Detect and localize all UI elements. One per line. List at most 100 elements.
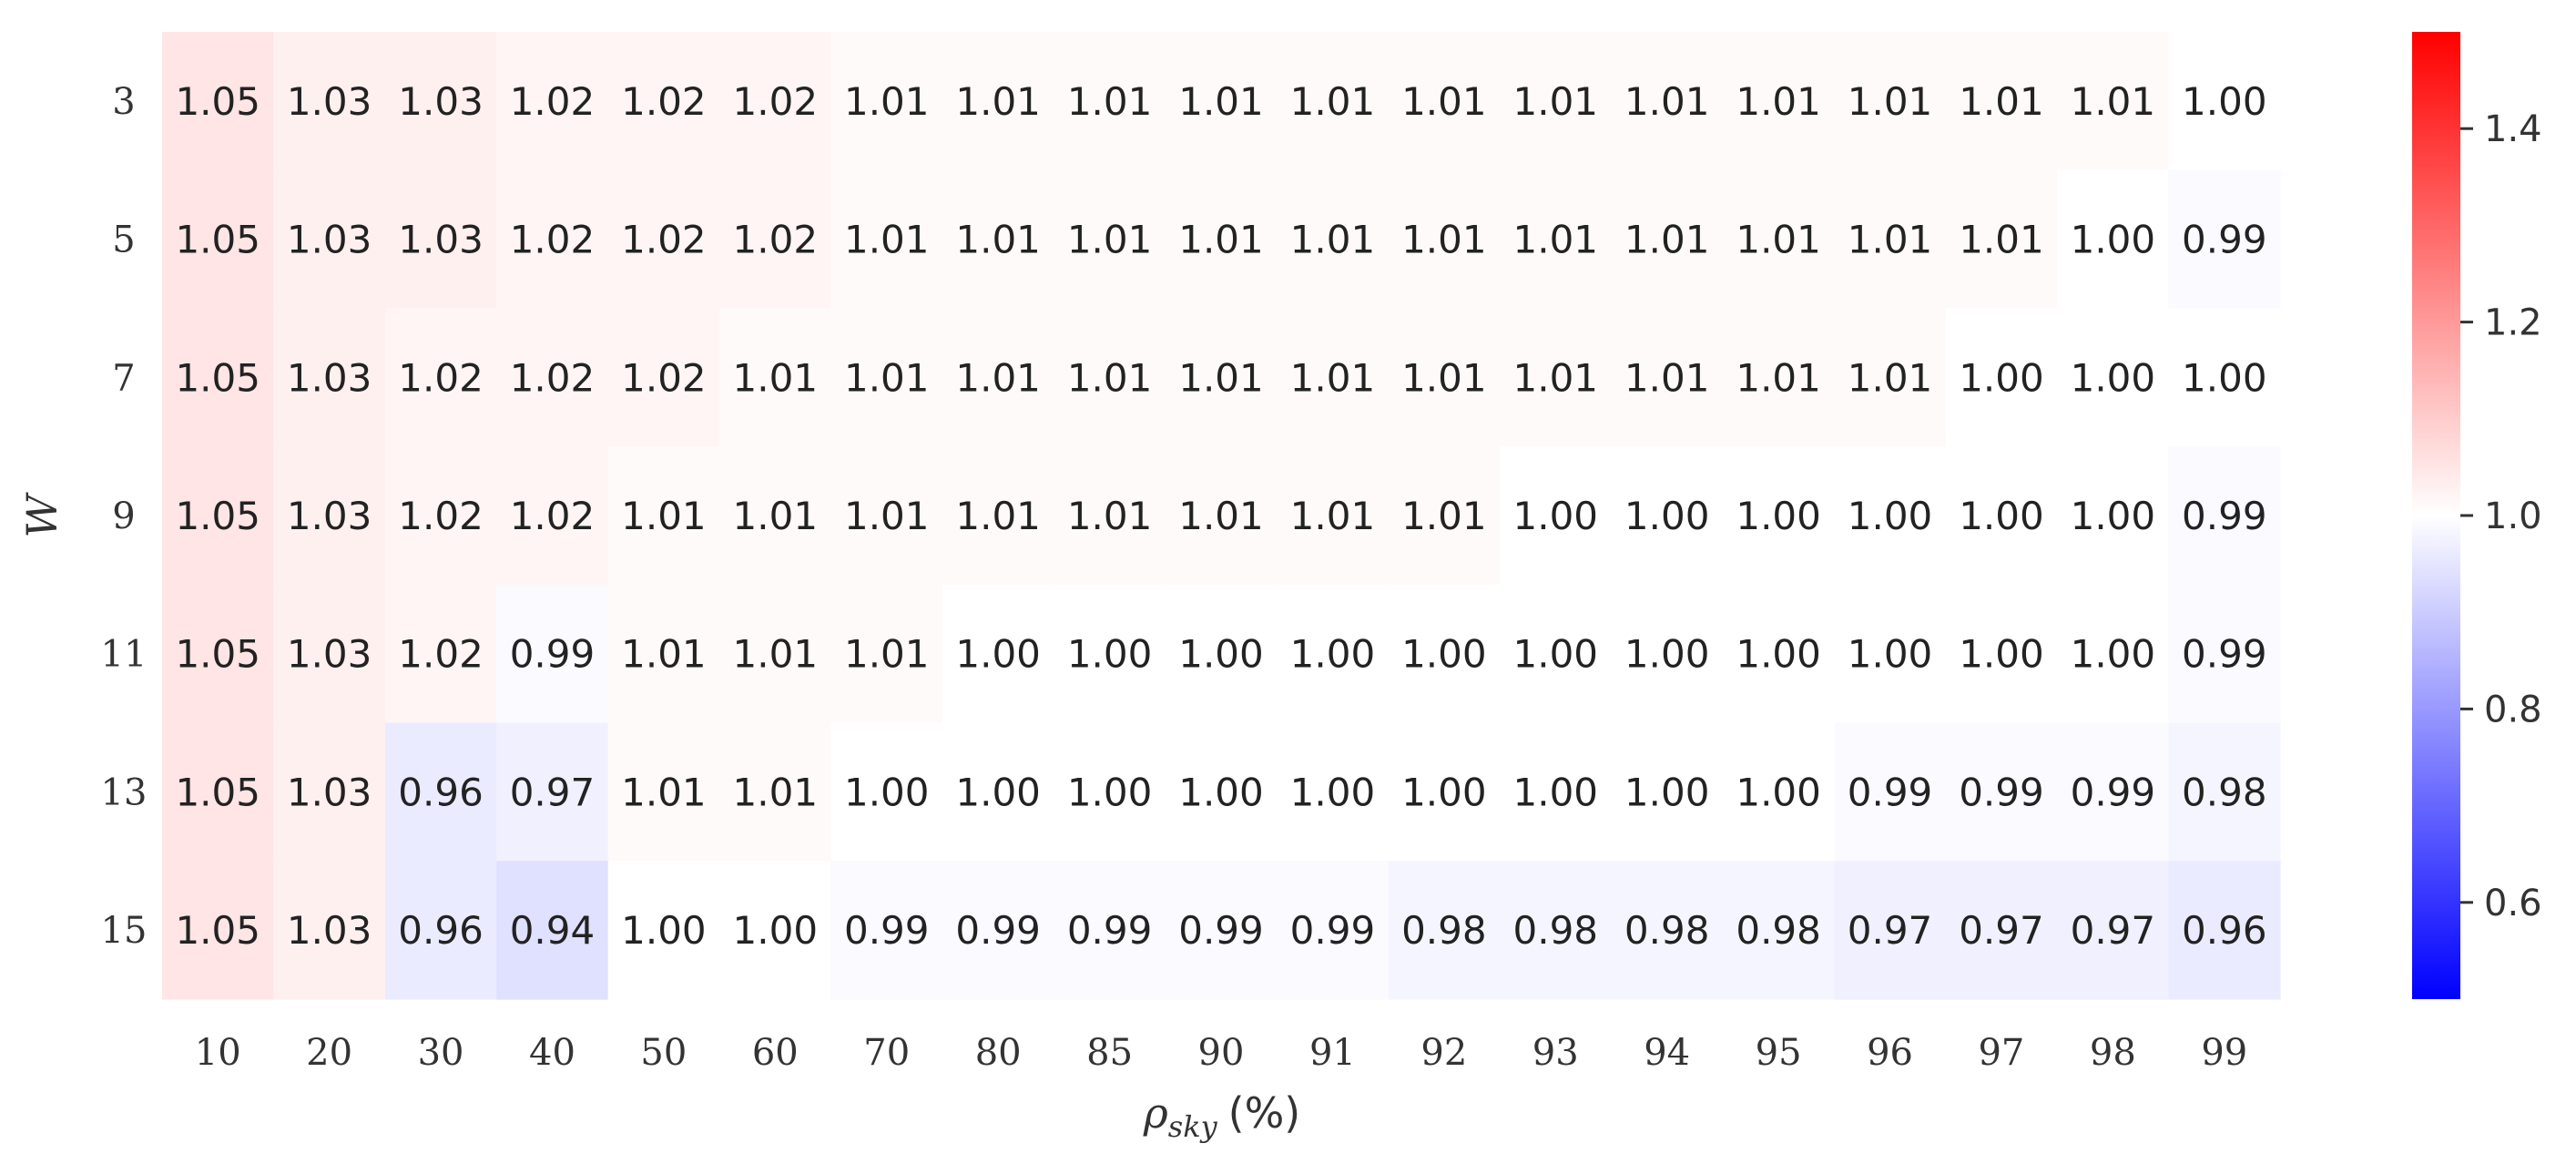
heatmap-cell [496,308,609,447]
x-tick-label: 98 [2090,1032,2136,1074]
heatmap-cell [1945,861,2058,1000]
heatmap-cell [1611,32,1724,171]
cell-value-label: 1.01 [1624,355,1710,400]
x-axis-label-symbol: ρ [1143,1088,1168,1138]
heatmap-cell [1722,446,1835,586]
heatmap-cell [830,584,943,724]
cell-value-label: 1.01 [621,770,707,814]
heatmap-cell [719,32,832,171]
cell-value-label: 1.05 [175,355,260,400]
cell-value-label: 1.01 [621,632,707,677]
heatmap-cell [2057,446,2170,586]
cell-value-label: 1.00 [1624,494,1710,538]
heatmap-cell [1611,722,1724,862]
cell-value-label: 1.00 [621,908,707,953]
cell-value-label: 1.01 [1290,79,1376,124]
colorbar-tick-label: 1.2 [2484,302,2542,344]
heatmap-cell [2057,584,2170,724]
cell-value-label: 1.01 [844,218,930,262]
y-tick-label: 9 [112,495,135,537]
cell-value-label: 1.01 [1959,79,2044,124]
heatmap-cell [496,861,609,1000]
heatmap-cell [384,32,497,171]
cell-value-label: 1.01 [1401,494,1487,538]
cell-value-label: 0.98 [1624,908,1710,953]
heatmap-cell [496,584,609,724]
cell-value-label: 1.00 [1178,632,1264,677]
heatmap-cell [273,308,386,447]
heatmap-cell [162,861,275,1000]
heatmap-cell [1722,32,1835,171]
cell-value-label: 1.01 [1401,355,1487,400]
heatmap-cell [273,584,386,724]
colorbar-ticks: 0.6 0.8 1.0 1.2 1.4 [2460,108,2542,924]
heatmap-cell [942,169,1054,310]
cell-value-label: 1.00 [1513,632,1599,677]
heatmap-cell [1054,584,1166,724]
cell-value-label: 0.98 [1513,908,1599,953]
heatmap-cell [1722,169,1835,310]
cell-value-label: 0.99 [2182,632,2267,677]
heatmap-cell [384,722,497,862]
cell-value-label: 1.01 [1513,218,1599,262]
x-axis-label-unit: (%) [1228,1088,1301,1138]
colorbar [2412,32,2460,999]
heatmap-cell [1500,722,1613,862]
cell-value-label: 1.00 [2071,494,2156,538]
cell-value-label: 1.01 [1848,218,1933,262]
x-tick-label: 50 [640,1032,687,1074]
heatmap-cell [1722,308,1835,447]
y-axis-label: W [17,492,66,538]
cell-value-label: 1.03 [287,908,372,953]
cell-value-label: 1.03 [287,218,372,262]
heatmap-cell [1165,722,1278,862]
heatmap-cell [1611,308,1724,447]
cell-value-label: 1.01 [1624,79,1710,124]
cell-value-label: 1.02 [733,218,819,262]
heatmap-cell [162,169,275,310]
x-tick-label: 20 [306,1032,352,1074]
heatmap-cell [1500,169,1613,310]
x-tick-label: 99 [2201,1032,2247,1074]
heatmap-cell [1388,584,1501,724]
heatmap-cell [496,446,609,586]
heatmap-cell [1277,861,1390,1000]
heatmap-cell [496,722,609,862]
cell-value-label: 1.00 [733,908,819,953]
x-tick-label: 97 [1978,1032,2024,1074]
cell-value-label: 1.00 [1067,770,1153,814]
cell-value-label: 1.01 [733,632,819,677]
heatmap-cell [830,861,943,1000]
heatmap-cell [273,446,386,586]
heatmap-cell [1277,722,1390,862]
cell-value-label: 1.00 [1178,770,1264,814]
heatmap-cell [607,446,720,586]
heatmap-cell [273,169,386,310]
heatmap-cell [1277,32,1390,171]
heatmap-cell [1277,308,1390,447]
heatmap-cell [162,446,275,586]
heatmap-cell [1834,169,1947,310]
cell-value-label: 1.01 [844,494,930,538]
heatmap-cell [719,584,832,724]
heatmap-cell [384,861,497,1000]
x-tick-label: 91 [1309,1032,1356,1074]
heatmap-cell [384,584,497,724]
heatmap-cell [2168,861,2281,1000]
x-axis-ticks: 10 20 30 40 50 60 70 80 85 90 91 92 93 94 95 96 97 98 99 [195,1032,2247,1074]
heatmap-cell [496,32,609,171]
y-tick-label: 5 [112,220,135,261]
colorbar-tick-label: 0.6 [2484,883,2542,924]
cell-value-label: 1.01 [621,494,707,538]
cell-value-label: 1.01 [955,494,1041,538]
cell-value-label: 1.03 [287,632,372,677]
heatmap-cell [162,584,275,724]
heatmap-cell [607,722,720,862]
heatmap-cell [2168,584,2281,724]
cell-value-label: 1.01 [1067,494,1153,538]
heatmap-cell [1388,861,1501,1000]
cell-value-label: 1.02 [621,218,707,262]
cell-value-label: 1.01 [955,355,1041,400]
heatmap-cell [1388,169,1501,310]
y-axis-ticks: 3 5 7 9 11 13 15 [101,81,148,952]
